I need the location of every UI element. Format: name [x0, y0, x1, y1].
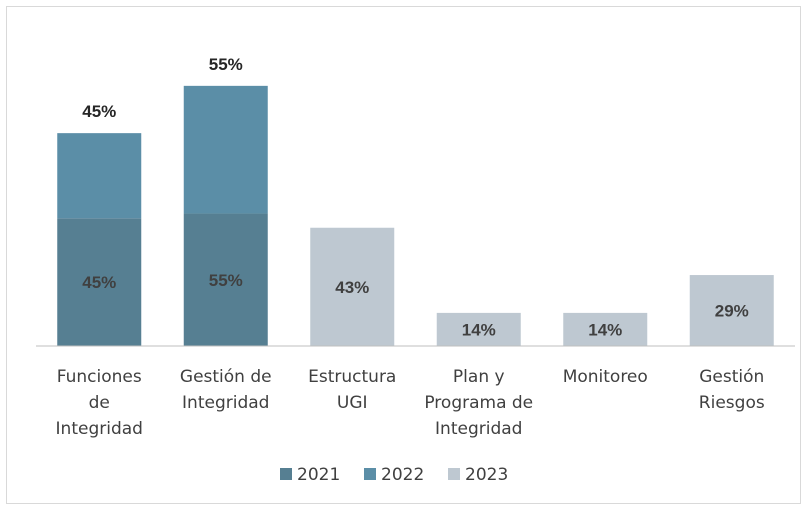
- bar-2023-2: [310, 227, 395, 346]
- legend-swatch-2021: [280, 468, 292, 480]
- category-label-0-1: de: [89, 393, 110, 413]
- category-label-1-0: Gestión de: [180, 367, 272, 387]
- bar-2021-1: [183, 213, 268, 346]
- category-label-3-2: Integridad: [435, 419, 522, 439]
- data-label-2021-1: 55%: [209, 271, 243, 290]
- category-label-3-1: Programa de: [424, 393, 533, 413]
- category-label-2-1: UGI: [337, 393, 368, 413]
- data-label-2022-1: 55%: [209, 55, 243, 74]
- legend-label-2023: 2023: [465, 465, 508, 485]
- bar-2022-0: [57, 133, 142, 219]
- category-label-0-2: Integridad: [56, 419, 143, 439]
- legend-swatch-2022: [364, 468, 376, 480]
- data-label-2021-0: 45%: [82, 273, 116, 292]
- category-label-2-0: Estructura: [308, 367, 396, 387]
- bar-2022-1: [183, 85, 268, 214]
- category-label-5-1: Riesgos: [699, 393, 765, 413]
- bar-2023-4: [563, 312, 648, 346]
- bar-2021-0: [57, 218, 142, 346]
- legend-swatch-2023: [448, 468, 460, 480]
- data-label-2023-2: 43%: [335, 278, 369, 297]
- category-label-5-0: Gestión: [699, 367, 764, 387]
- bar-2023-5: [689, 275, 774, 346]
- category-label-1-1: Integridad: [182, 393, 269, 413]
- data-label-2023-5: 29%: [715, 302, 749, 321]
- data-label-2023-4: 14%: [588, 320, 622, 339]
- category-label-3-0: Plan y: [453, 367, 505, 387]
- data-label-2022-0: 45%: [82, 102, 116, 121]
- category-label-0-0: Funciones: [57, 367, 142, 387]
- legend-label-2021: 2021: [297, 465, 340, 485]
- category-label-4-0: Monitoreo: [563, 367, 648, 387]
- legend-label-2022: 2022: [381, 465, 424, 485]
- bar-2023-3: [436, 312, 521, 346]
- data-label-2023-3: 14%: [462, 320, 496, 339]
